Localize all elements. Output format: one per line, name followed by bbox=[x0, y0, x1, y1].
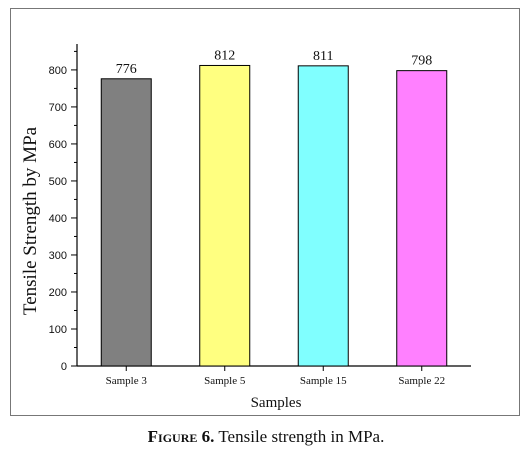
y-tick-label: 400 bbox=[49, 213, 67, 225]
y-tick-label: 0 bbox=[61, 361, 67, 373]
caption-text: Tensile strength in MPa. bbox=[218, 427, 385, 446]
y-tick-label: 700 bbox=[49, 102, 67, 114]
bar bbox=[199, 64, 251, 367]
data-label: 776 bbox=[116, 62, 137, 77]
x-tick-label: Sample 22 bbox=[398, 375, 445, 387]
x-axis-title: Samples bbox=[251, 395, 302, 411]
figure-frame bbox=[10, 8, 520, 416]
data-label: 811 bbox=[313, 49, 333, 64]
data-label: 798 bbox=[411, 54, 432, 69]
figure-caption: Figure 6. Tensile strength in MPa. bbox=[0, 427, 532, 447]
y-axis: 0 100 200 300 400 500 600 700 800 bbox=[49, 44, 78, 373]
x-tick-label: Sample 15 bbox=[300, 375, 347, 387]
bar bbox=[100, 78, 152, 367]
data-label: 812 bbox=[214, 48, 235, 63]
bar bbox=[396, 70, 448, 367]
y-tick-label: 300 bbox=[49, 250, 67, 262]
y-tick-label: 200 bbox=[49, 287, 67, 299]
bar bbox=[297, 65, 349, 367]
caption-lead: Figure bbox=[147, 427, 198, 446]
x-tick-label: Sample 3 bbox=[106, 375, 148, 387]
x-tick-label: Sample 5 bbox=[204, 375, 246, 387]
y-axis-title: Tensile Strength by MPa bbox=[20, 126, 41, 315]
bars bbox=[100, 64, 448, 367]
y-tick-label: 100 bbox=[49, 324, 67, 336]
y-tick-label: 600 bbox=[49, 139, 67, 151]
y-tick-label: 500 bbox=[49, 176, 67, 188]
y-tick-label: 800 bbox=[49, 65, 67, 77]
caption-number: 6. bbox=[201, 427, 215, 446]
x-axis: Sample 3 Sample 5 Sample 15 Sample 22 bbox=[77, 365, 471, 387]
data-labels: 776 812 811 798 bbox=[116, 48, 433, 76]
